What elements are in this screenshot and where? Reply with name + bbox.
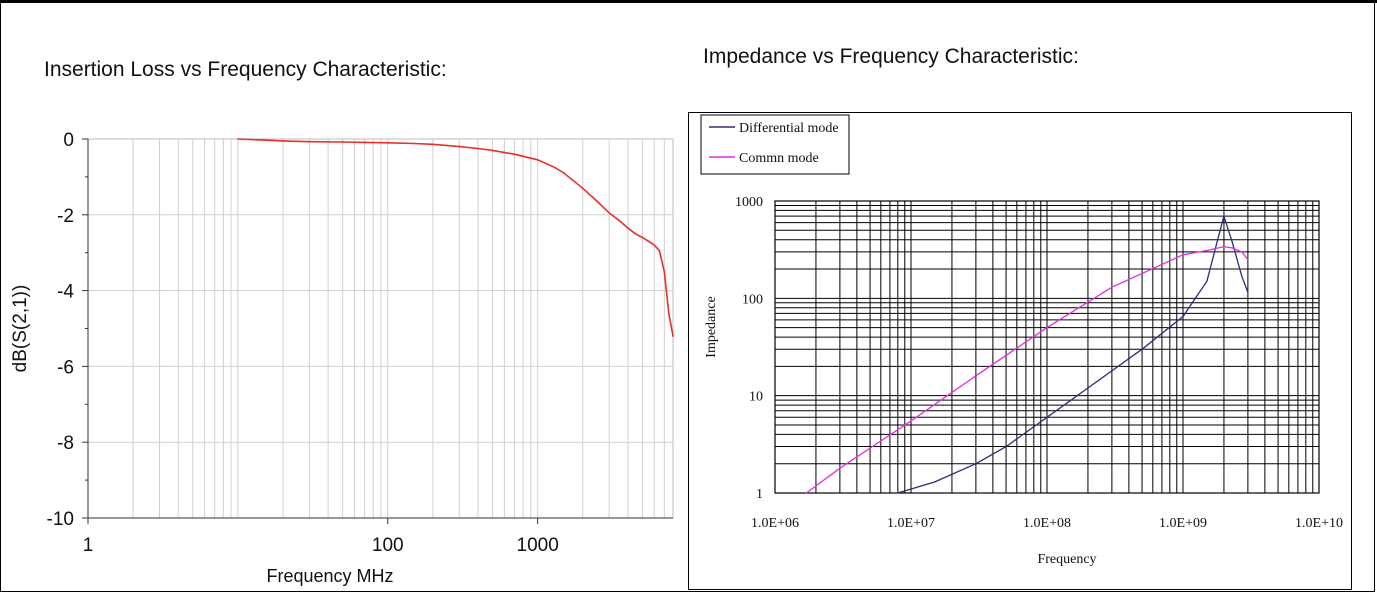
data-point xyxy=(341,141,344,143)
x-tick-label: 1.0E+08 xyxy=(1023,516,1071,531)
y-axis-title: Impedance xyxy=(704,296,719,357)
legend-box xyxy=(700,114,850,175)
x-tick-label: 1.0E+06 xyxy=(751,516,799,531)
data-point xyxy=(308,140,311,143)
data-point xyxy=(491,149,494,152)
data-point xyxy=(1231,247,1233,249)
data-point xyxy=(1240,251,1243,253)
data-point xyxy=(975,375,977,377)
impedance-heading: Impedance vs Frequency Characteristic: xyxy=(703,45,1079,68)
common-mode-line xyxy=(805,245,1249,494)
x-tick-label: 100 xyxy=(372,535,404,556)
data-point xyxy=(658,250,661,252)
x-tick-label: 1.0E+09 xyxy=(1159,516,1207,531)
data-point xyxy=(1206,280,1208,282)
data-point xyxy=(634,232,637,235)
data-point xyxy=(663,270,666,273)
data-point xyxy=(839,467,841,469)
data-point xyxy=(596,200,599,203)
data-point xyxy=(1182,315,1184,318)
data-point xyxy=(1206,249,1208,252)
data-point xyxy=(1223,215,1225,217)
data-point xyxy=(1223,245,1225,248)
data-point xyxy=(1111,286,1113,288)
y-tick-label: 1000 xyxy=(735,195,763,210)
data-point xyxy=(553,166,556,169)
data-point xyxy=(1141,348,1143,350)
impedance-chart-box: 1 10 100 1000 1.0E+06 1.0E+07 1.0E+08 1.0E+09 1.… xyxy=(688,112,1352,590)
data-point xyxy=(667,312,670,315)
data-point xyxy=(1240,275,1243,277)
y-tick-label: -6 xyxy=(57,357,74,378)
data-point xyxy=(432,143,434,146)
data-point xyxy=(477,147,479,150)
insertion-loss-heading: Insertion Loss vs Frequency Characterist… xyxy=(44,58,447,81)
data-point xyxy=(237,138,239,140)
y-tick-label: 100 xyxy=(742,292,763,307)
data-point xyxy=(1005,445,1007,448)
data-point xyxy=(1087,387,1089,389)
data-point xyxy=(805,492,808,494)
x-axis-title: Frequency MHz xyxy=(266,566,393,586)
data-point xyxy=(1182,254,1184,256)
data-point xyxy=(1247,291,1249,294)
x-tick-label: 1 xyxy=(83,535,94,556)
data-point xyxy=(641,236,644,239)
data-point xyxy=(653,244,656,246)
plot-border xyxy=(774,200,1320,494)
data-point xyxy=(563,172,565,174)
data-point xyxy=(1046,326,1048,329)
y-tick-label: -2 xyxy=(57,206,74,227)
data-point xyxy=(910,420,912,422)
data-point xyxy=(1231,241,1233,243)
data-point xyxy=(975,462,977,465)
data-point xyxy=(536,159,539,161)
top-rule xyxy=(0,0,1377,3)
x-axis-title: Frequency xyxy=(1037,552,1096,567)
y-tick-label: 0 xyxy=(63,130,74,151)
differential-mode-line xyxy=(897,213,1249,494)
data-point xyxy=(618,219,620,222)
data-point xyxy=(1217,239,1219,241)
impedance-chart: 1 10 100 1000 1.0E+06 1.0E+07 1.0E+08 1.0E+09 1.… xyxy=(700,114,1343,567)
data-point xyxy=(672,335,674,337)
y-tick-label: 1 xyxy=(756,487,763,502)
data-point xyxy=(627,227,629,229)
data-point xyxy=(282,140,284,142)
y-tick-label: -4 xyxy=(57,282,74,303)
x-tick-label: 1.0E+07 xyxy=(887,516,935,531)
data-point xyxy=(386,141,389,144)
data-point xyxy=(608,212,610,214)
data-point xyxy=(458,145,461,148)
data-point xyxy=(1046,416,1048,418)
data-point xyxy=(581,187,584,190)
y-tick-label: -8 xyxy=(57,433,74,454)
data-point xyxy=(647,240,650,243)
data-point xyxy=(413,142,415,145)
legend-label: Differential mode xyxy=(739,121,839,136)
data-point xyxy=(1247,258,1249,261)
x-tick-label: 1.0E+10 xyxy=(1295,516,1343,531)
y-axis-title: dB(S(2,1)) xyxy=(10,285,31,373)
insertion-loss-line xyxy=(237,138,674,337)
data-point xyxy=(934,481,936,483)
data-point xyxy=(513,153,516,155)
data-point xyxy=(263,139,266,141)
data-point xyxy=(363,141,366,144)
insertion-loss-chart: 0 -2 -4 -6 -8 -10 1 100 1000 Frequency MHz dB(S(2,… xyxy=(10,130,674,586)
y-tick-label: 10 xyxy=(749,390,763,405)
legend-label: Commn mode xyxy=(739,151,819,166)
x-tick-label: 1000 xyxy=(517,535,559,556)
data-point xyxy=(897,492,899,494)
y-tick-label: -10 xyxy=(47,509,74,530)
